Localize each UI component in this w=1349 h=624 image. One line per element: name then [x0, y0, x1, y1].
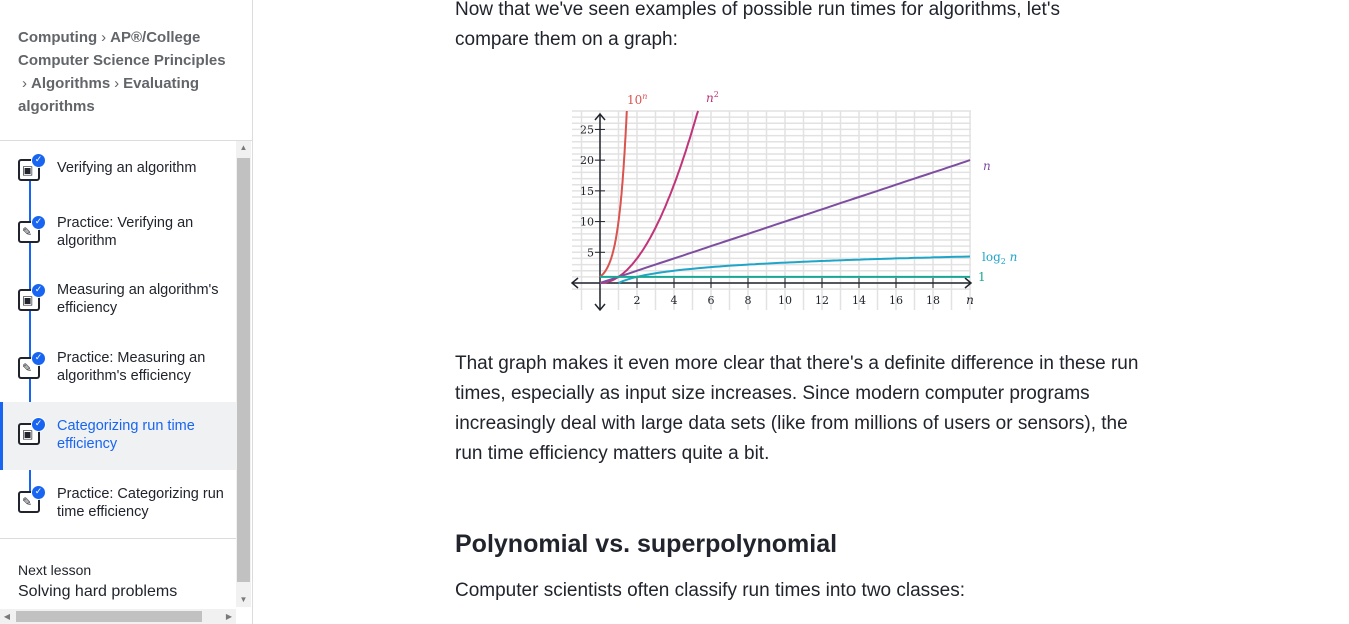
horizontal-scrollbar[interactable]: ◀ ▶ [0, 609, 236, 624]
vertical-scrollbar[interactable]: ▲ ▼ [236, 141, 251, 607]
intro-paragraph: Now that we've seen examples of possible… [455, 0, 1060, 50]
scroll-down-icon[interactable]: ▼ [239, 595, 248, 604]
series-line-log2-n [618, 255, 971, 284]
check-icon: ✓ [31, 485, 46, 500]
progress-line [29, 173, 31, 507]
y-tick-label: 5 [587, 246, 594, 259]
breadcrumb-evaluating-algorithms[interactable]: Evaluating algorithms [18, 75, 200, 115]
lesson-label: Practice: Verifying an algorithm [57, 215, 194, 249]
breadcrumb-separator: › [22, 75, 27, 92]
lesson-list: ▣ ✓ Verifying an algorithm ✎ ✓ Practice: V… [0, 147, 236, 532]
scrollbar-thumb[interactable] [16, 611, 202, 622]
y-axis-up-arrow [594, 112, 606, 121]
x-tick-label: 6 [708, 294, 715, 307]
series-label-exponent: 2 [714, 90, 719, 99]
check-icon: ✓ [31, 283, 46, 298]
x-axis-right-arrow [964, 277, 973, 289]
active-indicator [0, 402, 3, 470]
lesson-label: Measuring an algorithm's efficiency [57, 282, 219, 316]
article-icon: ▣ ✓ [18, 283, 46, 311]
y-tick-label: 15 [580, 185, 594, 198]
lesson-item-measuring[interactable]: ▣ ✓ Measuring an algorithm's efficiency [0, 282, 236, 351]
x-tick-label: 18 [926, 294, 940, 307]
chart-grid [572, 110, 971, 310]
lesson-label: Practice: Categorizing run time efficien… [57, 486, 224, 520]
breadcrumb: Computing › AP®︎/College Computer Science … [18, 26, 238, 118]
scroll-left-icon[interactable]: ◀ [3, 612, 11, 621]
series-line-10-n [599, 110, 628, 278]
divider [0, 140, 252, 141]
y-tick-label: 25 [580, 123, 594, 136]
scroll-up-icon[interactable]: ▲ [239, 143, 248, 152]
x-tick-label: 2 [634, 294, 641, 307]
breadcrumb-algorithms[interactable]: Algorithms [31, 75, 111, 92]
lesson-item-categorizing[interactable]: ▣ ✓ Categorizing run time efficiency [0, 402, 236, 470]
lesson-item-practice-measuring[interactable]: ✎ ✓ Practice: Measuring an algorithm's ef… [0, 350, 236, 419]
next-lesson-link[interactable]: Solving hard problems [18, 583, 178, 600]
series-label-base: n [706, 91, 714, 105]
y-axis-down-arrow [594, 303, 606, 312]
pencil-icon: ✎ ✓ [18, 351, 46, 379]
check-icon: ✓ [31, 153, 46, 168]
section-heading: Polynomial vs. superpolynomial [455, 530, 838, 558]
chart-series [599, 110, 971, 284]
lesson-item-practice-categorizing[interactable]: ✎ ✓ Practice: Categorizing run time effic… [0, 470, 236, 538]
divider [0, 538, 236, 539]
x-tick-label: 10 [778, 294, 792, 307]
x-tick-label: 12 [815, 294, 829, 307]
breadcrumb-separator: › [114, 75, 120, 92]
sidebar: Computing › AP®︎/College Computer Science … [0, 0, 253, 624]
lesson-label: Categorizing run time efficiency [57, 418, 195, 452]
next-lesson-caption: Next lesson [18, 562, 92, 578]
article-icon: ▣ ✓ [18, 153, 46, 181]
scroll-right-icon[interactable]: ▶ [225, 612, 233, 621]
check-icon: ✓ [31, 351, 46, 366]
series-label-exponent: n [642, 92, 647, 101]
body-paragraph: That graph makes it even more clear that… [455, 353, 1139, 464]
series-label: 10n [627, 92, 647, 107]
check-icon: ✓ [31, 215, 46, 230]
lesson-item-practice-verifying[interactable]: ✎ ✓ Practice: Verifying an algorithm [0, 215, 236, 283]
series-label-subscript: 2 [1001, 257, 1006, 266]
series-label: n2 [706, 90, 719, 105]
x-axis-left-arrow [570, 277, 579, 289]
chart-ticks: 2 4 6 8 10 12 14 16 18 5 10 15 20 25 n [580, 123, 974, 307]
series-label: 1 [978, 270, 986, 284]
chart-axes [570, 112, 973, 312]
breadcrumb-separator: › [101, 29, 107, 46]
lesson-label: Practice: Measuring an algorithm's effic… [57, 350, 206, 384]
x-axis-label: n [966, 293, 974, 307]
x-tick-label: 8 [745, 294, 752, 307]
pencil-icon: ✎ ✓ [18, 215, 46, 243]
series-line-n [599, 159, 971, 284]
series-label: n [983, 159, 991, 173]
x-tick-label: 14 [852, 294, 866, 307]
series-label: log2 n [982, 250, 1017, 266]
lesson-label: Verifying an algorithm [57, 160, 197, 176]
y-tick-label: 10 [580, 216, 594, 229]
check-icon: ✓ [31, 417, 46, 432]
article-icon: ▣ ✓ [18, 417, 46, 445]
lesson-item-verifying[interactable]: ▣ ✓ Verifying an algorithm [0, 147, 236, 215]
breadcrumb-ap-csp[interactable]: AP®︎/College Computer Science Principles [18, 29, 226, 69]
x-tick-label: 4 [671, 294, 678, 307]
x-tick-label: 16 [889, 294, 903, 307]
body-paragraph: Computer scientists often classify run t… [455, 580, 966, 601]
scrollbar-thumb[interactable] [237, 158, 250, 582]
breadcrumb-computing[interactable]: Computing [18, 29, 98, 46]
y-tick-label: 20 [580, 154, 594, 167]
pencil-icon: ✎ ✓ [18, 485, 46, 513]
series-label-base: n [1006, 250, 1018, 264]
